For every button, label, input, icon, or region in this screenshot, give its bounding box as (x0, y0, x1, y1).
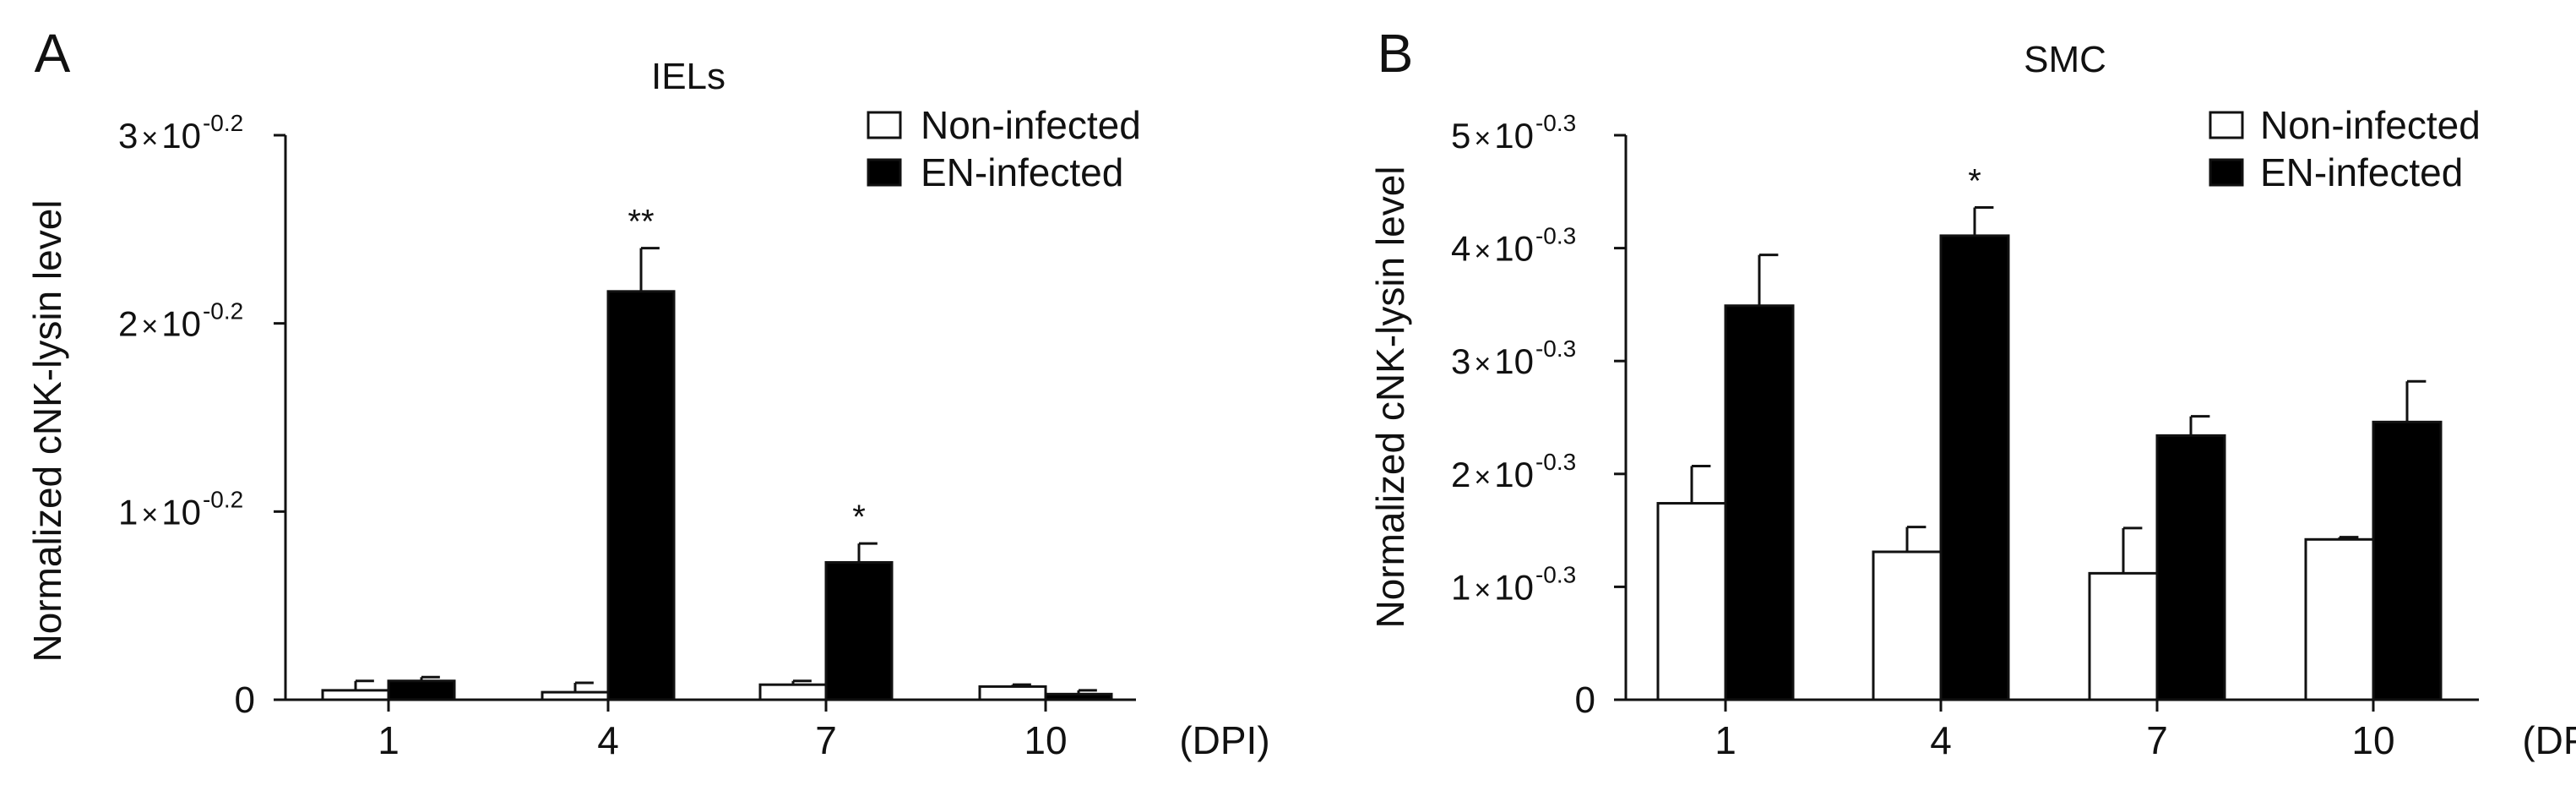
legend-label: Non-infected (2260, 103, 2481, 147)
x-tick-label: 1 (378, 718, 399, 762)
y-tick-label: 3 ×10-0.3 (1451, 335, 1576, 381)
y-tick-base: 10 (1494, 229, 1534, 269)
x-unit-label: (DPI) (2522, 718, 2576, 762)
panel-label: B (1378, 23, 1414, 84)
bar-non-infected (2088, 571, 2159, 701)
legend-swatch (867, 111, 902, 139)
y-tick-exponent: -0.3 (1535, 449, 1576, 475)
y-tick-mantissa: 5 (1451, 116, 1470, 155)
legend-label: EN-infected (921, 150, 1123, 194)
y-tick-times: × (141, 311, 158, 343)
x-tick-label: 4 (597, 718, 619, 762)
y-tick-base: 10 (1494, 455, 1534, 494)
significance-marker: * (852, 499, 866, 536)
y-tick-label: 4 ×10-0.3 (1451, 223, 1576, 269)
y-tick-base: 10 (1494, 567, 1534, 607)
y-tick-mantissa: 4 (1451, 229, 1470, 269)
y-tick-mantissa: 2 (118, 304, 138, 344)
y-tick-label: 2 ×10-0.3 (1451, 449, 1576, 494)
x-tick-label: 10 (2351, 718, 2394, 762)
bar-non-infected (978, 685, 1047, 701)
y-tick-exponent: -0.3 (1535, 110, 1576, 136)
x-tick-label: 7 (815, 718, 837, 762)
y-tick-mantissa: 3 (118, 116, 138, 155)
y-tick-base: 10 (1494, 341, 1534, 381)
y-tick-label: 0 (235, 679, 255, 721)
y-tick-exponent: -0.3 (1535, 223, 1576, 249)
x-tick-label: 1 (1715, 718, 1736, 762)
y-tick-label: 0 (1575, 679, 1595, 721)
bar-en-infected (2155, 434, 2226, 701)
bar-en-infected (824, 560, 894, 701)
y-tick-mantissa: 2 (1451, 455, 1470, 494)
y-tick-base: 10 (1494, 116, 1534, 155)
y-tick-label: 3 ×10-0.2 (118, 110, 243, 155)
y-tick-base: 10 (161, 116, 201, 155)
bar-non-infected (541, 690, 610, 701)
y-tick-label: 2 ×10-0.2 (118, 298, 243, 344)
bar-en-infected (606, 290, 676, 701)
legend-label: Non-infected (921, 103, 1141, 147)
y-axis-label: Normalized cNK-lysin level (1368, 166, 1412, 628)
y-tick-mantissa: 3 (1451, 341, 1470, 381)
panel-label: A (35, 23, 71, 84)
bar-en-infected (1939, 234, 2010, 701)
x-tick-label: 10 (1024, 718, 1067, 762)
bar-en-infected (2372, 420, 2443, 701)
bar-en-infected (387, 679, 456, 701)
legend-swatch (867, 158, 902, 187)
bar-en-infected (1724, 304, 1795, 701)
y-tick-times: × (1474, 123, 1491, 155)
y-tick-label: 1 ×10-0.2 (118, 486, 243, 532)
y-tick-times: × (1474, 574, 1491, 606)
y-tick-exponent: -0.3 (1535, 561, 1576, 587)
bar-non-infected (321, 689, 390, 701)
significance-marker: ** (628, 204, 654, 241)
bar-non-infected (1872, 550, 1943, 701)
y-tick-times: × (1474, 348, 1491, 380)
y-tick-label: 1 ×10-0.3 (1451, 561, 1576, 607)
y-tick-mantissa: 1 (118, 492, 138, 532)
y-tick-exponent: -0.2 (203, 298, 243, 325)
y-tick-times: × (1474, 236, 1491, 268)
legend-label: EN-infected (2260, 150, 2463, 194)
y-tick-exponent: -0.3 (1535, 335, 1576, 362)
chart-title: IELs (651, 56, 726, 97)
legend-swatch (2209, 111, 2244, 139)
y-tick-times: × (141, 123, 158, 155)
y-tick-mantissa: 1 (1451, 567, 1470, 607)
y-tick-times: × (1474, 461, 1491, 494)
chart-title: SMC (2024, 39, 2106, 80)
y-tick-base: 10 (161, 492, 201, 532)
x-tick-label: 7 (2146, 718, 2168, 762)
y-axis-label: Normalized cNK-lysin level (25, 199, 69, 662)
y-tick-base: 10 (161, 304, 201, 344)
bar-non-infected (1656, 502, 1727, 701)
bar-non-infected (2304, 537, 2375, 701)
y-tick-label: 5 ×10-0.3 (1451, 110, 1576, 155)
bar-non-infected (758, 683, 828, 701)
y-tick-times: × (141, 499, 158, 531)
bar-en-infected (1044, 692, 1113, 701)
x-tick-label: 4 (1930, 718, 1952, 762)
y-tick-exponent: -0.2 (203, 486, 243, 512)
y-tick-exponent: -0.2 (203, 110, 243, 136)
significance-marker: * (1968, 163, 1981, 200)
legend-swatch (2209, 158, 2244, 187)
x-unit-label: (DPI) (1179, 718, 1269, 762)
